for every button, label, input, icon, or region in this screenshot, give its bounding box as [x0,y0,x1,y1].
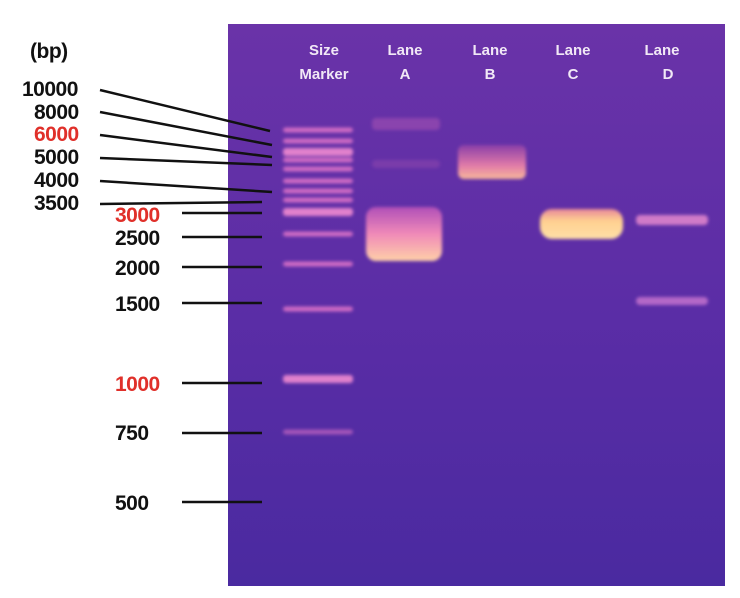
marker-band [283,166,353,172]
lane-header-line2: C [568,66,579,83]
marker-label-1000: 1000 [115,373,160,396]
lane-header-line1: Lane [644,42,679,59]
lane-header-line1: Lane [472,42,507,59]
lane-header-line1: Lane [555,42,590,59]
lane-c-band [540,209,623,239]
leader-line [99,110,273,147]
leader-line [99,156,273,167]
marker-band [283,306,353,312]
marker-band [283,127,353,133]
unit-label: (bp) [30,40,68,63]
marker-label-1500: 1500 [115,293,160,316]
lane-a-band [366,207,442,261]
marker-band [283,178,353,184]
marker-label-8000: 8000 [34,101,79,124]
marker-band [283,375,353,383]
marker-band [283,157,353,163]
marker-label-3000: 3000 [115,204,160,227]
marker-label-2000: 2000 [115,257,160,280]
marker-band [283,188,353,194]
leader-line [99,88,271,133]
lane-b-band [458,145,526,179]
marker-label-500: 500 [115,492,149,515]
marker-label-750: 750 [115,422,149,445]
lane-header-line1: Lane [387,42,422,59]
marker-label-5000: 5000 [34,146,79,169]
lane-header-line2: B [485,66,496,83]
marker-label-4000: 4000 [34,169,79,192]
lane-d-band-upper [636,215,708,225]
marker-band [283,208,353,216]
marker-label-2500: 2500 [115,227,160,250]
lane-header-line1: Size [309,42,339,59]
marker-band [283,429,353,435]
marker-band [283,261,353,267]
lane-header-line2: A [400,66,411,83]
leader-line [99,133,273,159]
leader-line [99,179,273,194]
marker-label-10000: 10000 [22,78,78,101]
marker-band [283,148,353,156]
lane-d-band-lower [636,297,708,305]
marker-band [283,231,353,237]
lane-a-faint-band [372,118,440,130]
lane-header-line2: D [663,66,674,83]
leader-line [99,200,263,206]
marker-band [283,197,353,203]
marker-label-6000: 6000 [34,123,79,146]
lane-header-line2: Marker [299,66,348,83]
lane-a-faint-band [372,160,440,168]
marker-band [283,138,353,144]
marker-label-3500: 3500 [34,192,79,215]
